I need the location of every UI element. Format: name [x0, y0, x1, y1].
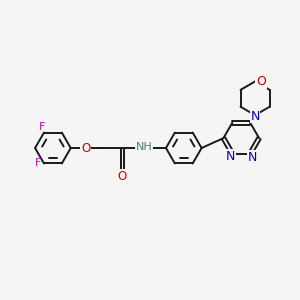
Text: N: N: [250, 110, 260, 123]
Text: O: O: [81, 142, 90, 154]
Text: N: N: [226, 150, 235, 163]
Text: O: O: [256, 75, 266, 88]
Text: O: O: [118, 170, 127, 183]
Text: NH: NH: [136, 142, 152, 152]
Text: N: N: [248, 151, 257, 164]
Text: F: F: [35, 158, 41, 169]
Text: F: F: [39, 122, 45, 132]
